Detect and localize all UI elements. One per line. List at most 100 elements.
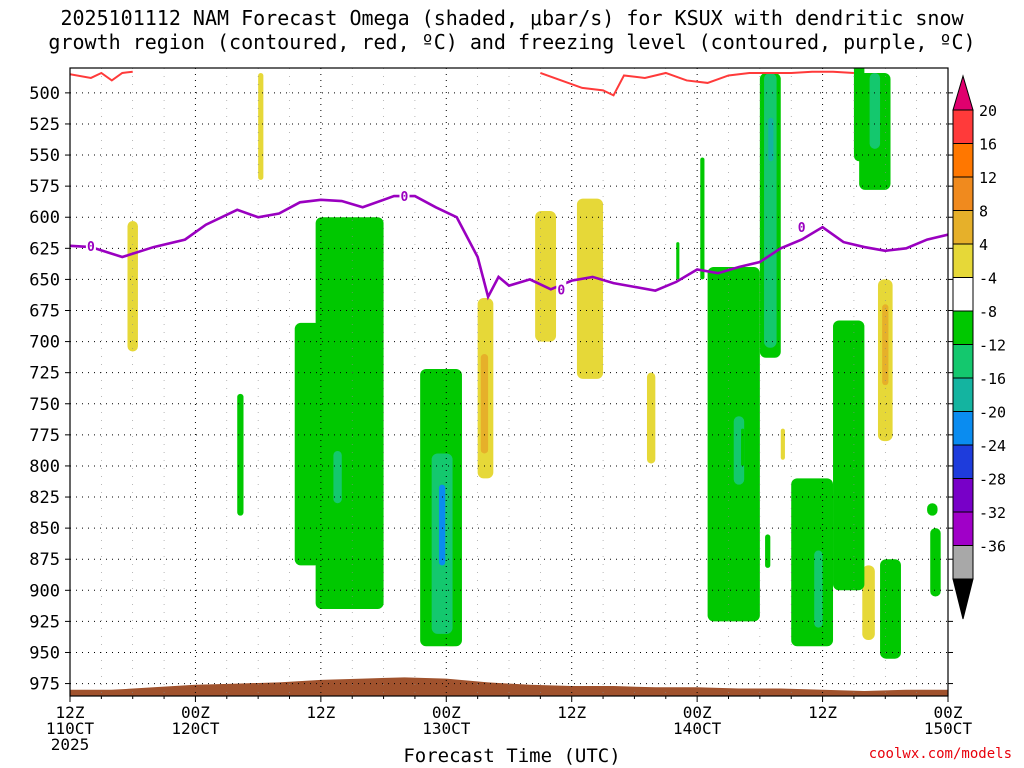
x-tick-label-84-1: 00Z [934, 703, 963, 722]
y-tick-label-925: 925 [29, 612, 60, 632]
omega-region-10 [862, 565, 875, 641]
y-tick-label-850: 850 [29, 519, 60, 539]
omega-region-9 [882, 304, 889, 386]
colorbar-label-7: -12 [979, 337, 1006, 355]
colorbar-label-3: 8 [979, 203, 988, 221]
omega-region-29 [833, 320, 865, 591]
colorbar-box-12 [952, 478, 974, 513]
omega-region-1 [127, 220, 138, 352]
x-tick-label-24-1: 12Z [306, 703, 335, 722]
y-tick-label-775: 775 [29, 426, 60, 446]
omega-region-25 [768, 117, 774, 162]
y-tick-label-550: 550 [29, 146, 60, 166]
omega-region-28 [814, 550, 823, 628]
omega-region-26 [765, 534, 771, 568]
colorbar-label-4: 4 [979, 236, 988, 254]
freezing-level-label-0: 0 [87, 240, 95, 255]
x-tick-label-0-2: 110CT [46, 719, 95, 738]
x-tick-label-12-1: 00Z [181, 703, 210, 722]
dendritic-growth-contours [70, 70, 854, 97]
colorbar-label-1: 16 [979, 136, 997, 154]
freezing-label-bg-2 [556, 281, 567, 297]
freezing-level-line [70, 194, 948, 301]
freezing-label-bg-0 [85, 237, 96, 253]
x-tick-label-60-2: 140CT [673, 719, 722, 738]
terrain-layer [70, 677, 948, 696]
colorbar-box-5 [952, 243, 974, 278]
x-tick-label-48-1: 12Z [557, 703, 586, 722]
colorbar-label-9: -20 [979, 404, 1006, 422]
y-tick-label-575: 575 [29, 177, 60, 197]
y-tick-label-600: 600 [29, 208, 60, 228]
colorbar: 20 16 12 8 4 -4 -8 -12 -16 -20 -24 -28 -32 -36 [952, 74, 1006, 620]
colorbar-box-8 [952, 344, 974, 379]
colorbar-box-10 [952, 411, 974, 446]
omega-region-32 [880, 559, 901, 659]
y-tick-label-525: 525 [29, 115, 60, 135]
omega-region-5 [576, 198, 604, 379]
freezing-level-label-2: 0 [557, 283, 565, 298]
y-tick-label-800: 800 [29, 457, 60, 477]
omega-region-6 [646, 372, 656, 464]
credit-text[interactable]: coolwx.com/models [868, 746, 1012, 762]
y-tick-label-675: 675 [29, 301, 60, 321]
omega-region-35 [741, 428, 745, 466]
freezing-label-bg-1 [399, 188, 410, 204]
omega-region-31 [869, 72, 881, 149]
colorbar-box-6 [952, 277, 974, 312]
y-tick-label-825: 825 [29, 488, 60, 508]
colorbar-box-7 [952, 310, 974, 345]
colorbar-box-13 [952, 511, 974, 546]
x-tick-label-84-2: 150CT [924, 719, 973, 738]
omega-region-12 [237, 393, 244, 516]
dendritic-contour-1 [540, 70, 854, 97]
omega-shading [127, 68, 941, 659]
freezing-level-label-3: 0 [798, 221, 806, 236]
colorbar-label-13: -36 [979, 538, 1006, 556]
freezing-level-label-1: 0 [401, 190, 409, 205]
y-tick-label-625: 625 [29, 239, 60, 259]
omega-region-24 [764, 72, 777, 348]
omega-region-33 [927, 503, 938, 516]
colorbar-bottom-arrow [952, 578, 974, 620]
y-tick-label-700: 700 [29, 333, 60, 353]
omega-region-20 [700, 157, 705, 280]
omega-region-36 [676, 242, 680, 280]
y-tick-label-725: 725 [29, 364, 60, 384]
omega-region-15 [333, 451, 342, 504]
x-axis-title: Forecast Time (UTC) [403, 745, 621, 767]
colorbar-label-0: 20 [979, 102, 997, 120]
x-tick-label-12-2: 120CT [171, 719, 220, 738]
colorbar-label-2: 12 [979, 169, 997, 187]
colorbar-box-14 [952, 545, 974, 580]
colorbar-box-3 [952, 176, 974, 211]
omega-region-19 [451, 397, 462, 442]
colorbar-box-11 [952, 444, 974, 479]
title-line-2: growth region (contoured, red, ºC) and f… [48, 30, 976, 54]
omega-region-11 [780, 428, 785, 460]
y-tick-label-500: 500 [29, 84, 60, 104]
colorbar-box-1 [952, 109, 974, 144]
colorbar-label-5: -4 [979, 270, 997, 288]
title-line-1: 2025101112 NAM Forecast Omega (shaded, μ… [60, 6, 964, 30]
colorbar-top-arrow [952, 74, 974, 111]
freezing-label-bg-3 [796, 219, 807, 235]
y-tick-label-750: 750 [29, 395, 60, 415]
y-tick-label-950: 950 [29, 643, 60, 663]
y-tick-label-650: 650 [29, 270, 60, 290]
x-tick-label-60-1: 00Z [683, 703, 712, 722]
colorbar-box-9 [952, 377, 974, 412]
x-tick-label-36-1: 00Z [432, 703, 461, 722]
y-tick-label-900: 900 [29, 581, 60, 601]
colorbar-label-10: -24 [979, 437, 1006, 455]
gridlines [70, 68, 948, 696]
colorbar-label-12: -32 [979, 504, 1006, 522]
omega-region-0 [258, 72, 264, 180]
omega-region-37 [930, 528, 941, 597]
y-tick-label-875: 875 [29, 550, 60, 570]
colorbar-box-4 [952, 210, 974, 245]
chart-title: 2025101112 NAM Forecast Omega (shaded, μ… [0, 6, 1024, 54]
y-tick-label-975: 975 [29, 675, 60, 695]
